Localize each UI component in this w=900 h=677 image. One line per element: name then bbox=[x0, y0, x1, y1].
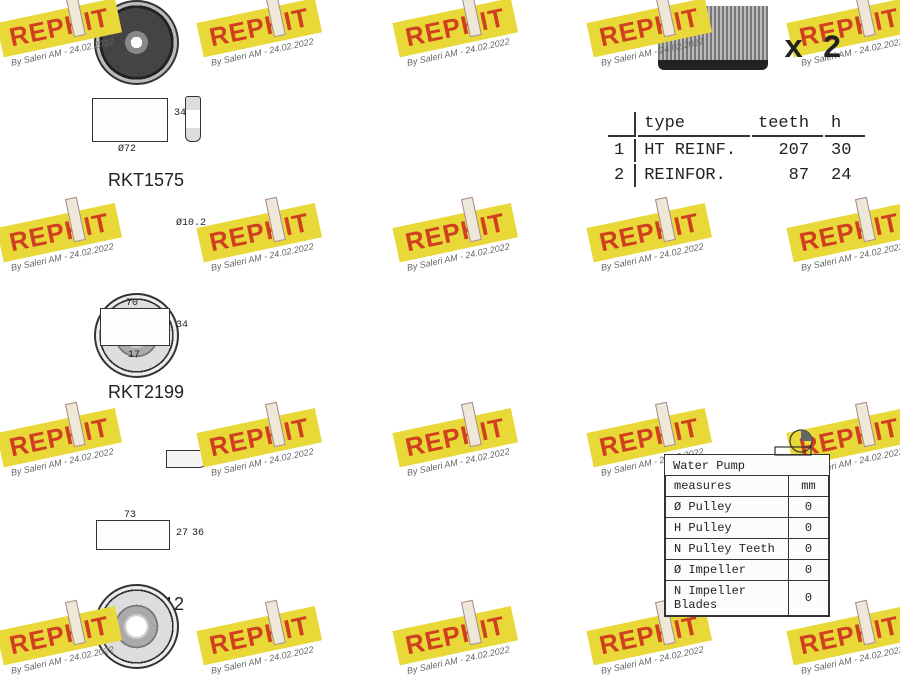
dimension-label: Ø10.2 bbox=[176, 218, 206, 229]
watermark: REPKITBy Saleri AM - 24.02.2022 bbox=[392, 408, 520, 479]
watermark-brand: REPKIT bbox=[196, 0, 322, 57]
watermark: REPKITBy Saleri AM - 24.02.2022 bbox=[786, 203, 900, 274]
dimension-label: Ø72 bbox=[118, 144, 136, 155]
belt-spec-table: typeteethh1HT REINF.207302REINFOR.8724 bbox=[606, 110, 867, 189]
watermark: REPKITBy Saleri AM - 24.02.2022 bbox=[392, 203, 520, 274]
pulley-front-view bbox=[94, 584, 179, 669]
belt-row: 1HT REINF.20730 bbox=[608, 139, 865, 162]
timing-belt-image bbox=[658, 6, 768, 70]
watermark-subtitle: By Saleri AM - 24.02.2022 bbox=[10, 239, 125, 273]
dimension-label: 27 bbox=[176, 528, 188, 539]
dimension-label: 73 bbox=[124, 510, 136, 521]
watermark-brand: REPKIT bbox=[392, 408, 518, 467]
watermark-subtitle: By Saleri AM - 24.02.2022 bbox=[600, 239, 715, 273]
pulley-side-view bbox=[92, 98, 168, 142]
watermark-subtitle: By Saleri AM - 24.02.2022 bbox=[600, 642, 715, 676]
watermark: REPKITBy Saleri AM - 24.02.2022 bbox=[196, 606, 324, 677]
watermark-brand: REPKIT bbox=[196, 606, 322, 665]
water-pump-icon bbox=[771, 427, 815, 459]
watermark-subtitle: By Saleri AM - 24.02.2022 bbox=[800, 642, 900, 676]
part-code-label: RKT2199 bbox=[108, 382, 184, 403]
watermark-brand: REPKIT bbox=[0, 408, 122, 467]
watermark-subtitle: By Saleri AM - 24.02.2022 bbox=[210, 444, 325, 478]
dimension-label: 34 bbox=[174, 108, 186, 119]
dimension-label: 34 bbox=[176, 320, 188, 331]
belt-col-header: type bbox=[638, 112, 750, 137]
watermark-brand: REPKIT bbox=[392, 203, 518, 262]
pump-spec-row: N Pulley Teeth0 bbox=[666, 539, 829, 560]
watermark-brand: REPKIT bbox=[0, 203, 122, 262]
water-pump-spec-box: Water PumpmeasuresmmØ Pulley0H Pulley0N … bbox=[664, 454, 830, 617]
watermark: REPKITBy Saleri AM - 24.02.2022 bbox=[0, 203, 125, 274]
watermark-subtitle: By Saleri AM - 24.02.2022 bbox=[210, 239, 325, 273]
watermark: REPKITBy Saleri AM - 24.02.2022 bbox=[196, 0, 324, 69]
pulley-side-view bbox=[100, 308, 170, 346]
watermark: REPKITBy Saleri AM - 24.02.2022 bbox=[392, 606, 520, 677]
watermark: REPKITBy Saleri AM - 24.02.2022 bbox=[196, 408, 324, 479]
pulley-side-view bbox=[96, 520, 170, 550]
watermark: REPKITBy Saleri AM - 24.02.2022 bbox=[196, 203, 324, 274]
watermark-subtitle: By Saleri AM - 24.02.2022 bbox=[406, 444, 521, 478]
pump-spec-row: Ø Pulley0 bbox=[666, 497, 829, 518]
watermark-brand: REPKIT bbox=[196, 408, 322, 467]
dimension-label: 17 bbox=[128, 350, 140, 361]
watermark-brand: REPKIT bbox=[392, 606, 518, 665]
watermark-brand: REPKIT bbox=[392, 0, 518, 57]
pump-header: measures bbox=[666, 476, 789, 497]
bolt-diagram bbox=[185, 96, 201, 142]
watermark-subtitle: By Saleri AM - 24.02.2022 bbox=[406, 239, 521, 273]
watermark-subtitle: By Saleri AM - 24.02.2022 bbox=[406, 34, 521, 68]
watermark-brand: REPKIT bbox=[586, 203, 712, 262]
dimension-label: 70 bbox=[126, 298, 138, 309]
watermark-subtitle: By Saleri AM - 24.02.2022 bbox=[210, 34, 325, 68]
quantity-label: x 2 bbox=[784, 30, 842, 67]
watermark: REPKITBy Saleri AM - 24.02.2022 bbox=[0, 408, 125, 479]
watermark-subtitle: By Saleri AM - 24.02.2022 bbox=[800, 239, 900, 273]
part-code-label: RKT1575 bbox=[108, 170, 184, 191]
watermark-brand: REPKIT bbox=[196, 203, 322, 262]
belt-col-header: h bbox=[825, 112, 865, 137]
watermark-subtitle: By Saleri AM - 24.02.2022 bbox=[10, 444, 125, 478]
tensioner-arm bbox=[166, 450, 208, 468]
dimension-label: 36 bbox=[192, 528, 204, 539]
watermark: REPKITBy Saleri AM - 24.02.2022 bbox=[392, 0, 520, 69]
watermark-subtitle: By Saleri AM - 24.02.2022 bbox=[406, 642, 521, 676]
watermark: REPKITBy Saleri AM - 24.02.2022 bbox=[586, 203, 714, 274]
belt-row: 2REINFOR.8724 bbox=[608, 164, 865, 187]
belt-col-header: teeth bbox=[752, 112, 823, 137]
pulley-front-view bbox=[94, 0, 179, 85]
pump-spec-row: N Impeller Blades0 bbox=[666, 581, 829, 616]
pump-header: mm bbox=[789, 476, 829, 497]
pump-spec-row: H Pulley0 bbox=[666, 518, 829, 539]
watermark-brand: REPKIT bbox=[786, 203, 900, 262]
pump-spec-row: Ø Impeller0 bbox=[666, 560, 829, 581]
watermark-subtitle: By Saleri AM - 24.02.2022 bbox=[210, 642, 325, 676]
